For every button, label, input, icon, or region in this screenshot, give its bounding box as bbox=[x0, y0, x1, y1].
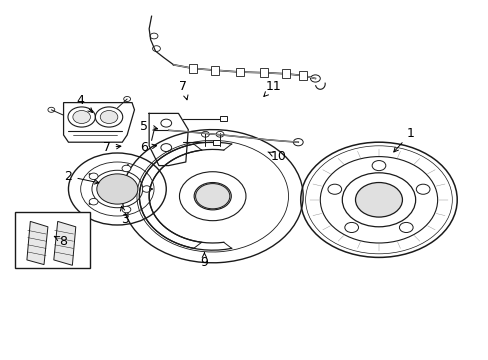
Bar bbox=[211, 66, 219, 75]
Text: 2: 2 bbox=[64, 170, 99, 184]
Circle shape bbox=[73, 111, 90, 123]
Text: 3: 3 bbox=[120, 206, 128, 226]
Bar bbox=[235, 68, 243, 76]
Bar bbox=[260, 68, 267, 77]
Circle shape bbox=[122, 165, 131, 172]
Text: 5: 5 bbox=[140, 120, 157, 132]
Circle shape bbox=[142, 186, 151, 192]
Circle shape bbox=[293, 139, 303, 146]
Circle shape bbox=[89, 173, 98, 180]
Text: 6: 6 bbox=[140, 141, 156, 154]
Bar bbox=[189, 64, 197, 73]
Circle shape bbox=[97, 174, 138, 204]
Text: 1: 1 bbox=[393, 127, 414, 152]
Text: 9: 9 bbox=[200, 253, 208, 269]
Text: 7: 7 bbox=[102, 141, 121, 154]
Bar bbox=[299, 71, 306, 80]
Bar bbox=[212, 140, 220, 145]
Circle shape bbox=[100, 111, 118, 123]
Text: 7: 7 bbox=[179, 80, 187, 100]
Bar bbox=[220, 116, 227, 121]
Circle shape bbox=[122, 206, 131, 213]
Text: 8: 8 bbox=[54, 235, 67, 248]
Text: 10: 10 bbox=[267, 150, 286, 163]
Polygon shape bbox=[27, 221, 48, 265]
Circle shape bbox=[310, 75, 320, 82]
Circle shape bbox=[194, 183, 231, 210]
Polygon shape bbox=[54, 221, 76, 265]
Bar bbox=[282, 69, 289, 78]
Circle shape bbox=[355, 183, 402, 217]
Text: 4: 4 bbox=[77, 94, 92, 112]
Bar bbox=[15, 212, 90, 268]
Circle shape bbox=[89, 198, 98, 205]
Text: 11: 11 bbox=[264, 80, 281, 96]
